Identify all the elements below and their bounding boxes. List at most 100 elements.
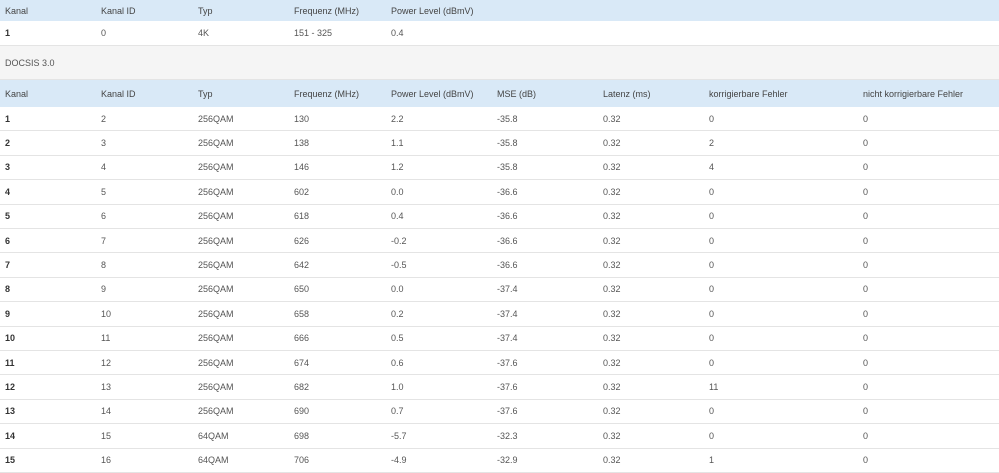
cell: 690: [294, 406, 310, 417]
cell: 256QAM: [198, 138, 234, 149]
cell: 0: [709, 284, 715, 295]
cell: 1.1: [391, 138, 404, 149]
cell: 256QAM: [198, 308, 234, 319]
cell: 7: [5, 260, 11, 271]
cell: 666: [294, 333, 310, 344]
cell: 256QAM: [198, 162, 234, 173]
cell: 0: [709, 186, 715, 197]
cell: 0.32: [603, 430, 621, 441]
cell: 0: [863, 406, 869, 417]
cell: 0: [863, 113, 869, 124]
cell: 11: [709, 382, 719, 393]
cell: 0: [709, 235, 715, 246]
cell: 0.32: [603, 260, 621, 271]
cell: 10: [101, 308, 112, 319]
cell: 12: [101, 357, 112, 368]
cell: -37.6: [497, 357, 518, 368]
cell: 0: [863, 308, 869, 319]
cell: 0.32: [603, 406, 621, 417]
cell: -35.8: [497, 138, 518, 149]
cell: -35.8: [497, 162, 518, 173]
cell: 0.32: [603, 284, 621, 295]
table-row: 6 7 256QAM 626 -0.2 -36.6 0.32 0 0: [0, 229, 999, 254]
cell: 0.32: [603, 211, 621, 222]
cell: Power Level (dBmV): [391, 5, 474, 16]
cell: 5: [5, 211, 11, 222]
cell: 256QAM: [198, 357, 234, 368]
cell: 0.32: [603, 162, 621, 173]
cell: 256QAM: [198, 113, 234, 124]
cell: 0: [863, 382, 869, 393]
cell: 0: [101, 28, 107, 38]
cell: 682: [294, 382, 310, 393]
cell: 618: [294, 211, 310, 222]
cell: 14: [5, 430, 16, 441]
cell: 256QAM: [198, 333, 234, 344]
table-row: 2 3 256QAM 138 1.1 -35.8 0.32 2 0: [0, 131, 999, 156]
cell: 0.32: [603, 308, 621, 319]
cell: -37.4: [497, 333, 518, 344]
cell: 658: [294, 308, 310, 319]
table-row: 9 10 256QAM 658 0.2 -37.4 0.32 0 0: [0, 302, 999, 327]
cell: 0: [709, 308, 715, 319]
cell: 12: [5, 382, 16, 393]
cell: 0.6: [391, 357, 404, 368]
cell: 256QAM: [198, 284, 234, 295]
cell: -36.6: [497, 260, 518, 271]
cell: -37.6: [497, 382, 518, 393]
cell: korrigierbare Fehler: [709, 88, 788, 99]
cell: 5: [101, 186, 107, 197]
cell: 4: [709, 162, 715, 173]
cell: 2: [101, 113, 107, 124]
cell: 13: [101, 382, 112, 393]
table-row: 15 16 64QAM 706 -4.9 -32.9 0.32 1 0: [0, 449, 999, 473]
cell: 138: [294, 138, 310, 149]
cell: 130: [294, 113, 310, 124]
cell: Typ: [198, 88, 213, 99]
cell: 4: [5, 186, 11, 197]
cell: 0.5: [391, 333, 404, 344]
cell: Kanal: [5, 88, 29, 99]
cell: -0.5: [391, 260, 407, 271]
cell: 0: [709, 430, 715, 441]
cell: 0: [863, 430, 869, 441]
cell: 14: [101, 406, 112, 417]
cell: 0: [863, 357, 869, 368]
cell: 674: [294, 357, 310, 368]
table-row: 5 6 256QAM 618 0.4 -36.6 0.32 0 0: [0, 205, 999, 229]
cell: 0.32: [603, 357, 621, 368]
table-row: 11 12 256QAM 674 0.6 -37.6 0.32 0 0: [0, 351, 999, 376]
cell: 0: [863, 211, 869, 222]
cell: 256QAM: [198, 235, 234, 246]
cell: 16: [101, 455, 112, 466]
cell: 0.4: [391, 28, 404, 38]
cell: 0.0: [391, 186, 404, 197]
cell: 0.7: [391, 406, 404, 417]
cell: 2.2: [391, 113, 404, 124]
cell: 0.32: [603, 235, 621, 246]
table-row: 7 8 256QAM 642 -0.5 -36.6 0.32 0 0: [0, 253, 999, 278]
cell: 0.32: [603, 138, 621, 149]
cell: 256QAM: [198, 260, 234, 271]
cell: -4.9: [391, 455, 407, 466]
cell: Power Level (dBmV): [391, 88, 474, 99]
table-row: 10 11 256QAM 666 0.5 -37.4 0.32 0 0: [0, 327, 999, 351]
cell: 642: [294, 260, 310, 271]
cell: nicht korrigierbare Fehler: [863, 88, 964, 99]
header-row: Kanal Kanal ID Typ Frequenz (MHz) Power Leve…: [0, 80, 999, 107]
cell: 8: [5, 284, 11, 295]
cell: 256QAM: [198, 211, 234, 222]
cell: 0.32: [603, 333, 621, 344]
cell: Frequenz (MHz): [294, 88, 360, 99]
cell: 698: [294, 430, 310, 441]
cell: 0.32: [603, 113, 621, 124]
cell: MSE (dB): [497, 88, 537, 99]
cell: 626: [294, 235, 310, 246]
cell: 0: [863, 284, 869, 295]
cell: 256QAM: [198, 406, 234, 417]
cell: DOCSIS 3.0: [5, 57, 55, 68]
cell: 0: [863, 162, 869, 173]
cell: 2: [709, 138, 715, 149]
cell: Latenz (ms): [603, 88, 651, 99]
